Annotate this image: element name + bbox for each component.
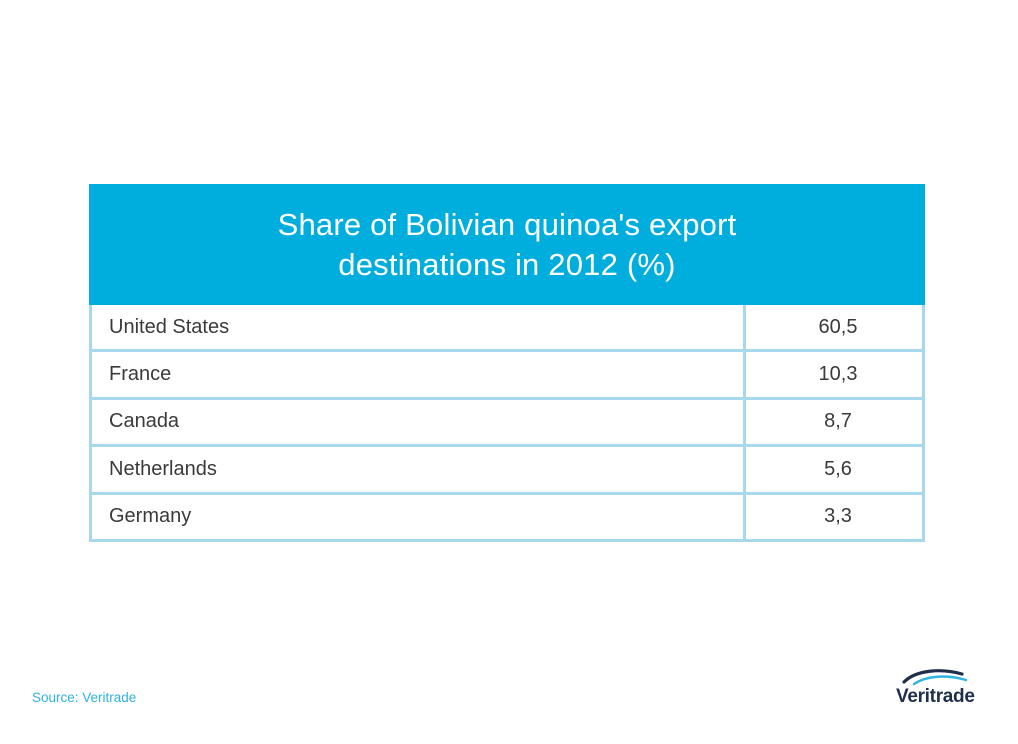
country-cell: Canada <box>92 399 746 445</box>
value-cell: 3,3 <box>824 505 852 528</box>
table-row: Netherlands 5,6 <box>89 447 925 495</box>
country-cell: Germany <box>92 494 746 539</box>
country-cell: Netherlands <box>92 447 746 492</box>
value-cell: 5,6 <box>824 457 852 480</box>
table-row: United States 60,5 <box>89 305 925 353</box>
source-note: Source: Veritrade <box>32 690 137 705</box>
country-cell: France <box>92 352 746 397</box>
table-row: Canada 8,7 <box>89 399 925 448</box>
country-cell: United States <box>92 305 746 350</box>
veritrade-swoosh-icon <box>902 669 968 686</box>
value-cell: 60,5 <box>818 315 858 338</box>
table-row: France 10,3 <box>89 352 925 400</box>
table-body: United States 60,5 France 10,3 Canada 8,… <box>89 305 925 542</box>
data-table: Share of Bolivian quinoa's export destin… <box>89 184 925 542</box>
veritrade-logo: Veritrade <box>896 668 988 718</box>
value-cell: 10,3 <box>818 363 858 386</box>
logo-text: Veritrade <box>896 686 975 707</box>
table-title: Share of Bolivian quinoa's export destin… <box>89 184 925 305</box>
table-row: Germany 3,3 <box>89 494 925 542</box>
value-cell: 8,7 <box>824 410 852 433</box>
